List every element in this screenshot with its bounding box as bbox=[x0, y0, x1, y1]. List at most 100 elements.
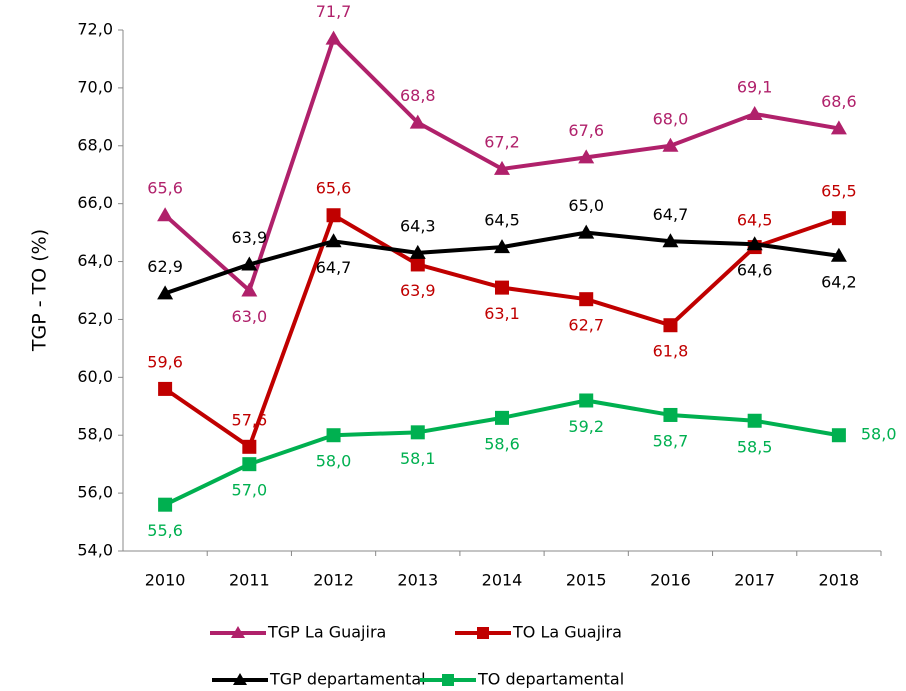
data-label: 63,9 bbox=[400, 281, 436, 300]
data-point bbox=[830, 120, 847, 135]
y-tick-label: 56,0 bbox=[77, 483, 113, 502]
x-tick-label: 2012 bbox=[313, 571, 354, 590]
x-tick-label: 2011 bbox=[229, 571, 270, 590]
data-label: 65,5 bbox=[821, 182, 857, 201]
data-point bbox=[241, 282, 258, 297]
x-tick-label: 2010 bbox=[145, 571, 186, 590]
data-point bbox=[410, 425, 425, 440]
y-tick-label: 62,0 bbox=[77, 309, 113, 328]
data-label: 64,5 bbox=[484, 211, 520, 230]
data-label: 59,2 bbox=[568, 417, 604, 436]
legend-marker bbox=[442, 674, 454, 686]
data-label: 55,6 bbox=[147, 521, 183, 540]
data-label: 69,1 bbox=[737, 77, 773, 96]
data-point bbox=[157, 285, 174, 300]
data-label: 67,6 bbox=[568, 121, 604, 140]
data-point bbox=[663, 407, 678, 422]
data-label: 63,9 bbox=[232, 228, 268, 247]
data-label: 64,7 bbox=[653, 205, 689, 224]
data-label: 63,1 bbox=[484, 304, 520, 323]
data-label: 58,0 bbox=[861, 425, 897, 444]
data-point bbox=[494, 160, 510, 175]
legend-label: TO La Guajira bbox=[512, 623, 622, 642]
data-point bbox=[579, 393, 594, 408]
data-point bbox=[242, 439, 257, 454]
y-tick-label: 64,0 bbox=[77, 251, 113, 270]
data-label: 61,8 bbox=[653, 342, 689, 361]
x-tick-label: 2018 bbox=[819, 571, 860, 590]
data-label: 65,0 bbox=[568, 196, 604, 215]
data-point bbox=[578, 224, 595, 239]
data-point bbox=[158, 381, 173, 396]
data-point bbox=[410, 257, 425, 272]
data-label: 65,6 bbox=[316, 179, 352, 198]
data-label: 67,2 bbox=[484, 132, 520, 151]
data-point bbox=[578, 149, 595, 164]
data-point bbox=[326, 428, 341, 443]
x-tick-label: 2016 bbox=[650, 571, 691, 590]
data-label: 57,0 bbox=[232, 481, 268, 500]
data-label: 58,6 bbox=[484, 434, 520, 453]
data-label: 62,9 bbox=[147, 257, 183, 276]
y-tick-label: 58,0 bbox=[77, 425, 113, 444]
data-point bbox=[158, 497, 173, 512]
data-point bbox=[326, 208, 341, 223]
y-axis-label: TGP - TO (%) bbox=[29, 229, 51, 352]
data-label: 64,3 bbox=[400, 216, 436, 235]
y-tick-label: 54,0 bbox=[77, 541, 113, 560]
legend-label: TGP La Guajira bbox=[267, 623, 386, 642]
data-label: 65,6 bbox=[147, 179, 183, 198]
data-label: 58,0 bbox=[316, 452, 352, 471]
data-point bbox=[746, 105, 763, 120]
legend-marker bbox=[477, 627, 489, 639]
data-point bbox=[409, 114, 426, 129]
y-tick-label: 60,0 bbox=[77, 367, 113, 386]
data-label: 58,1 bbox=[400, 449, 436, 468]
data-label: 71,7 bbox=[316, 2, 352, 21]
x-tick-label: 2014 bbox=[482, 571, 523, 590]
y-tick-label: 72,0 bbox=[77, 20, 113, 39]
data-label: 58,5 bbox=[737, 437, 773, 456]
x-tick-label: 2015 bbox=[566, 571, 607, 590]
data-point bbox=[495, 410, 509, 425]
data-point bbox=[831, 211, 846, 226]
y-tick-label: 66,0 bbox=[77, 193, 113, 212]
x-tick-label: 2017 bbox=[734, 571, 775, 590]
data-label: 64,2 bbox=[821, 272, 857, 291]
data-point bbox=[662, 233, 679, 248]
data-label: 68,8 bbox=[400, 86, 436, 105]
data-label: 68,6 bbox=[821, 92, 857, 111]
legend-label: TGP departamental bbox=[269, 670, 426, 689]
data-label: 68,0 bbox=[653, 109, 689, 128]
data-point bbox=[831, 428, 846, 443]
data-label: 62,7 bbox=[568, 316, 604, 335]
data-point bbox=[747, 413, 762, 428]
legend-marker bbox=[233, 673, 247, 685]
data-point bbox=[495, 280, 509, 295]
data-point bbox=[409, 244, 426, 259]
data-point bbox=[662, 137, 679, 152]
data-label: 64,7 bbox=[316, 258, 352, 277]
data-label: 57,6 bbox=[232, 410, 268, 429]
data-point bbox=[325, 30, 342, 45]
data-point bbox=[746, 236, 763, 251]
data-point bbox=[579, 292, 594, 307]
data-label: 58,7 bbox=[653, 431, 689, 450]
data-point bbox=[663, 318, 678, 333]
data-point bbox=[494, 239, 510, 254]
legend-label: TO departamental bbox=[477, 670, 624, 689]
y-tick-label: 70,0 bbox=[77, 77, 113, 96]
data-label: 63,0 bbox=[232, 307, 268, 326]
data-point bbox=[242, 457, 257, 472]
data-point bbox=[830, 247, 847, 262]
x-tick-label: 2013 bbox=[397, 571, 438, 590]
y-tick-label: 68,0 bbox=[77, 135, 113, 154]
data-point bbox=[325, 233, 342, 248]
legend-marker bbox=[231, 626, 245, 638]
data-point bbox=[241, 256, 258, 271]
data-label: 64,6 bbox=[737, 261, 773, 280]
data-label: 59,6 bbox=[147, 352, 183, 371]
data-point bbox=[157, 207, 174, 222]
data-label: 64,5 bbox=[737, 211, 773, 230]
